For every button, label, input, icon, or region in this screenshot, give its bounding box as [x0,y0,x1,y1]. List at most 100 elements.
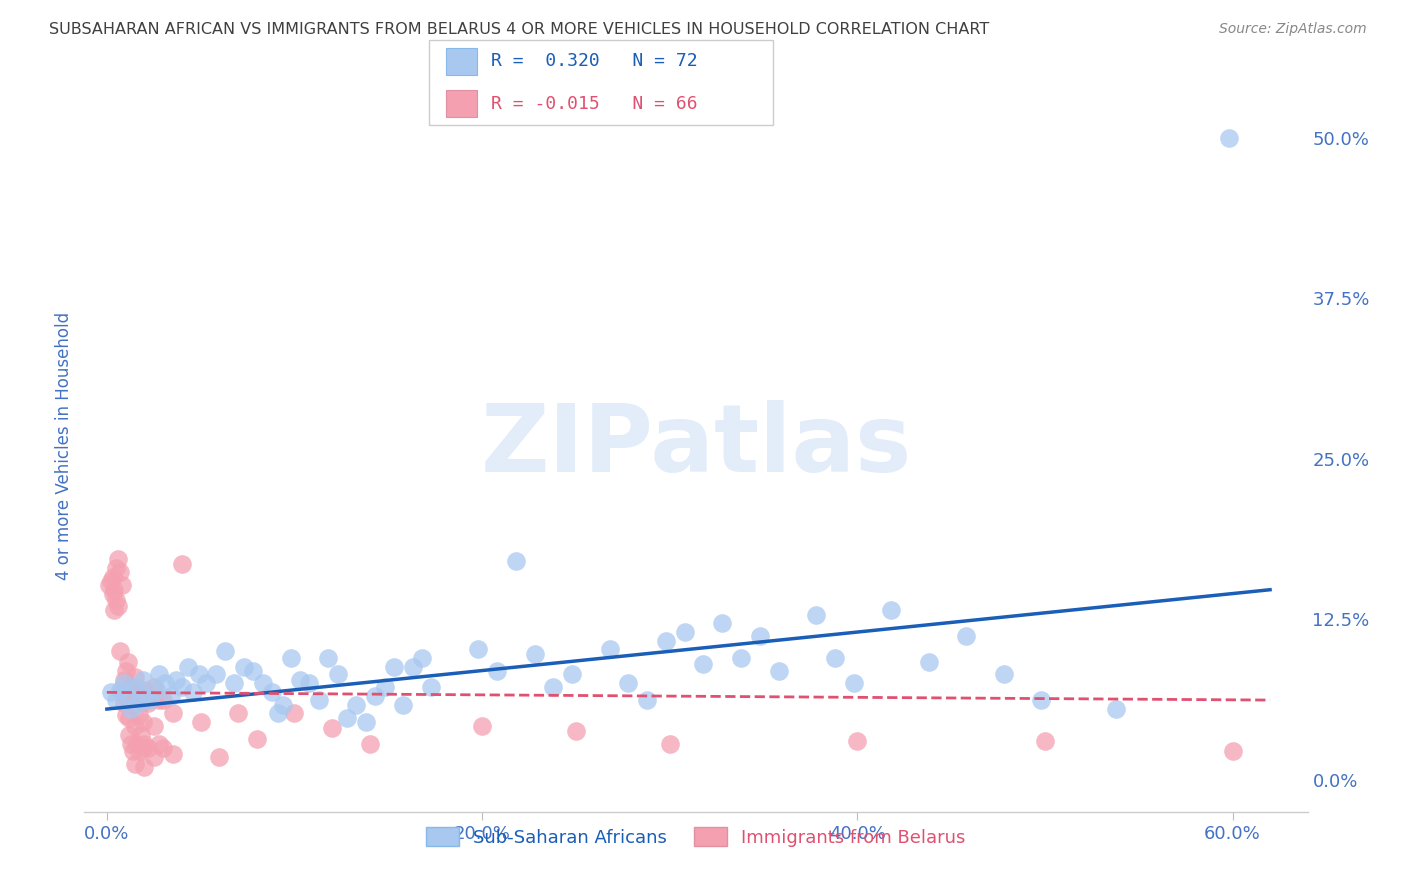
Point [411,650,433,665]
Point [136,696,159,710]
Point [471,719,494,733]
Point [402,659,425,673]
Point [101,586,124,600]
Point [170,557,193,571]
Point [283,706,305,720]
Point [118,728,141,742]
Point [252,676,274,690]
Point [162,706,184,720]
Point [122,698,145,713]
Point [112,696,135,710]
Point [117,693,139,707]
Point [692,657,714,672]
Point [103,582,125,597]
Legend: Sub-Saharan Africans, Immigrants from Belarus: Sub-Saharan Africans, Immigrants from Be… [419,820,973,854]
Point [543,680,565,694]
Text: ZIPatlas: ZIPatlas [481,400,911,492]
Point [142,719,165,733]
Point [242,664,264,678]
Point [336,711,359,725]
Point [100,574,122,588]
Point [128,744,150,758]
Point [111,577,134,591]
Point [955,629,977,643]
Point [846,734,869,748]
Point [145,682,167,697]
Point [105,561,128,575]
Point [124,670,146,684]
Point [142,749,165,764]
Point [114,682,136,697]
Point [134,682,156,697]
Point [280,650,302,665]
Point [125,685,148,699]
Point [373,680,395,694]
Point [131,673,153,687]
Point [748,629,770,643]
Point [128,708,150,723]
Point [354,714,377,729]
Point [107,599,129,614]
Point [97,577,120,591]
Point [122,744,145,758]
Point [170,680,193,694]
Point [195,676,218,690]
Point [214,644,236,658]
Point [208,749,231,764]
Point [711,616,734,631]
Point [993,667,1015,681]
Point [128,696,150,710]
Point [153,676,176,690]
Point [308,693,330,707]
Point [142,680,165,694]
Point [673,625,696,640]
Point [118,711,141,725]
Point [224,676,246,690]
Y-axis label: 4 or more Vehicles in Household: 4 or more Vehicles in Household [55,312,73,580]
Point [162,747,184,761]
Point [176,659,198,673]
Point [246,731,269,746]
Point [129,728,152,742]
Point [321,721,343,735]
Point [1105,702,1128,716]
Point [190,714,212,729]
Point [344,698,367,713]
Point [359,737,381,751]
Point [658,737,681,751]
Point [226,706,249,720]
Point [617,676,640,690]
Point [165,673,187,687]
Point [266,706,288,720]
Point [125,737,148,751]
Point [124,757,146,772]
Point [117,690,139,704]
Point [655,634,678,648]
Point [152,693,174,707]
Point [152,740,174,755]
Point [100,685,122,699]
Point [124,680,146,694]
Point [298,676,321,690]
Point [105,693,128,707]
Point [107,552,129,566]
Point [148,693,170,707]
Point [880,603,903,617]
Point [1218,131,1240,145]
Point [112,673,135,687]
Point [260,685,283,699]
Point [120,702,142,716]
Point [187,667,209,681]
Point [486,664,509,678]
Point [131,714,153,729]
Point [129,696,152,710]
Point [120,680,142,694]
Point [112,676,135,690]
Point [316,650,339,665]
Point [1033,734,1056,748]
Point [505,554,527,568]
Point [1222,744,1244,758]
Point [523,647,546,661]
Point [114,708,136,723]
Point [181,685,204,699]
